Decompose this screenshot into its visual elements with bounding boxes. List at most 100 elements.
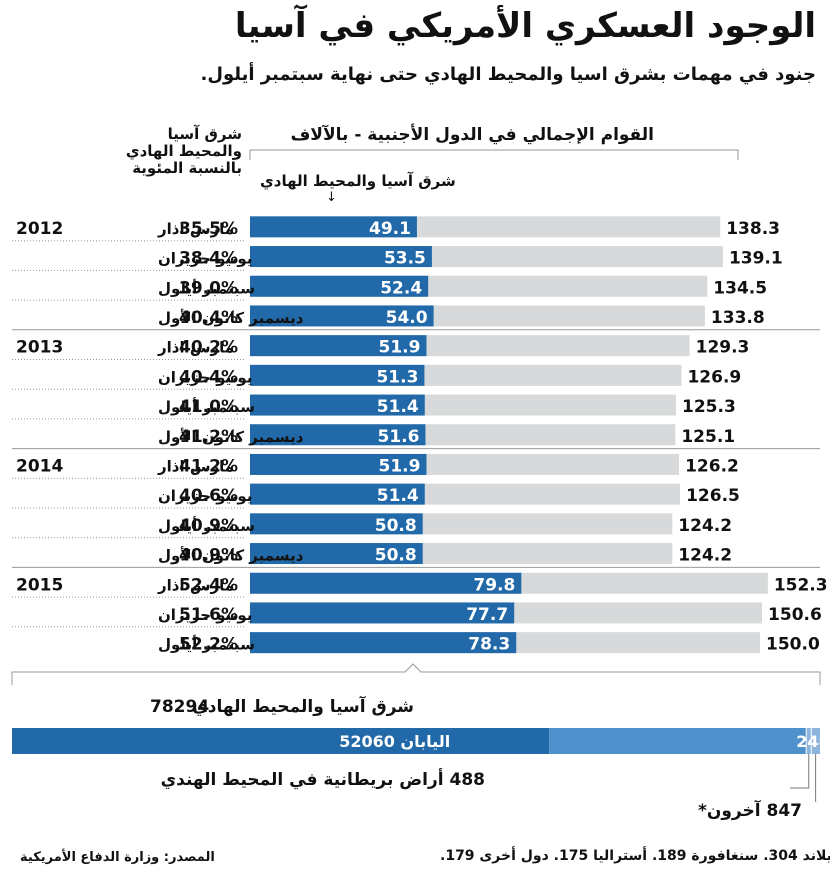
- total-value-label: 125.3: [682, 397, 736, 417]
- bottom-brace: [11, 663, 821, 685]
- month-label: مارس اذار: [157, 576, 234, 594]
- year-label: 2012: [16, 219, 63, 239]
- asia-value-label: 51.3: [376, 367, 418, 387]
- month-label: مارس اذار: [157, 339, 234, 357]
- asia-value-label: 51.4: [377, 486, 419, 506]
- british-name: أراض بريطانية في المحيط الهندي: [160, 770, 444, 790]
- asia-bar: [250, 335, 427, 357]
- breakdown-segment: [806, 728, 812, 754]
- asia-bar: [250, 632, 517, 654]
- total-value-label: 150.6: [768, 605, 822, 625]
- asia-bar: [250, 424, 426, 446]
- pct-label: 52.4%: [179, 575, 238, 595]
- total-value-label: 152.3: [774, 575, 828, 595]
- others-value: 847: [766, 801, 803, 821]
- pct-header-line: شرق آسيا: [167, 125, 242, 143]
- asia-value-label: 49.1: [369, 219, 411, 239]
- month-label: ديسمبر كانون الأول: [158, 428, 304, 446]
- breakdown-stacked-bar: اليابان 52060 كوريا الجنوبية 24899: [12, 728, 830, 802]
- total-value-label: 125.1: [681, 427, 735, 447]
- pct-label: 51.6%: [179, 605, 238, 625]
- pct-label: 35.5%: [179, 219, 238, 239]
- down-arrow-icon: ↓: [326, 190, 337, 205]
- month-label: يونيو حزيران: [158, 250, 252, 268]
- asia-bar: [250, 543, 423, 565]
- total-value-label: 134.5: [713, 278, 767, 298]
- breakdown-segment: [811, 728, 820, 754]
- total-value-label: 138.3: [726, 219, 780, 239]
- month-label: يونيو حزيران: [158, 487, 252, 505]
- breakdown-segment: [12, 728, 550, 754]
- total-header: القوام الإجمالي في الدول الأجنبية - بالآ…: [290, 125, 654, 145]
- asia-bar: [250, 275, 429, 297]
- asia-bar: [250, 572, 522, 594]
- asia-value-label: 51.4: [377, 397, 419, 417]
- header-bracket: [249, 149, 739, 160]
- asia-value-label: 53.5: [384, 249, 426, 269]
- pct-label: 40.9%: [179, 516, 238, 536]
- pct-header-line: بالنسبة المئوية: [132, 159, 242, 177]
- pct-label: 40.4%: [179, 367, 238, 387]
- year-label: 2015: [16, 575, 63, 595]
- asia-bar: [250, 246, 432, 268]
- year-label: 2013: [16, 338, 63, 358]
- pct-label: 40.4%: [179, 308, 238, 328]
- pct-label: 52.2%: [179, 635, 238, 655]
- month-label: سبتمبر أيلول: [158, 516, 255, 535]
- footnote: *تايلاند 304. سنغافورة 189. أستراليا 175…: [440, 848, 830, 864]
- month-label: سبتمبر أيلول: [158, 397, 255, 416]
- total-value-label: 126.9: [687, 367, 741, 387]
- pct-label: 40.9%: [179, 546, 238, 566]
- chart-title: الوجود العسكري الأمريكي في آسيا: [234, 6, 816, 46]
- asia-value-label: 54.0: [386, 308, 428, 328]
- pct-label: 41.2%: [179, 427, 238, 447]
- pct-label: 39.0%: [179, 278, 238, 298]
- total-value-label: 129.3: [696, 338, 750, 358]
- pct-label: 40.6%: [179, 486, 238, 506]
- asia-value-label: 78.3: [468, 635, 510, 655]
- pct-header: شرق آسيا والمحيط الهادي بالنسبة المئوية: [110, 126, 242, 177]
- total-value-label: 139.1: [729, 249, 783, 269]
- asia-value-label: 51.6: [377, 427, 419, 447]
- month-label: يونيو حزيران: [158, 368, 252, 386]
- asia-value-label: 50.8: [375, 546, 417, 566]
- asia-bar: [250, 364, 425, 386]
- breakdown-segment: [549, 728, 807, 754]
- breakdown-title: شرق آسيا والمحيط الهادي: [192, 697, 414, 717]
- asia-value-label: 52.4: [380, 278, 422, 298]
- pct-label: 38.4%: [179, 249, 238, 269]
- british-leader-line: [790, 754, 810, 789]
- total-value-label: 126.2: [685, 456, 739, 476]
- month-label: سبتمبر أيلول: [158, 278, 255, 297]
- month-label: سبتمبر أيلول: [158, 635, 255, 654]
- breakdown-total: 78294: [150, 697, 210, 717]
- asia-bar: [250, 394, 425, 416]
- others-label: آخرون* 847: [698, 801, 802, 821]
- total-value-label: 124.2: [678, 546, 732, 566]
- total-value-label: 126.5: [686, 486, 740, 506]
- total-value-label: 133.8: [711, 308, 765, 328]
- month-label: مارس اذار: [157, 220, 234, 238]
- british-value: 488: [449, 770, 486, 790]
- asia-bar: [250, 453, 427, 475]
- pct-label: 41.0%: [179, 397, 238, 417]
- month-label: ديسمبر كانون الأول: [158, 309, 304, 327]
- pct-label: 41.2%: [179, 456, 238, 476]
- asia-value-label: 79.8: [473, 575, 515, 595]
- month-label: ديسمبر كانون الأول: [158, 547, 304, 565]
- year-label: 2014: [16, 456, 63, 476]
- korea-label: كوريا الجنوبية 24899: [796, 732, 830, 751]
- asia-bar: [250, 483, 425, 505]
- asia-value-label: 50.8: [375, 516, 417, 536]
- pct-header-line: والمحيط الهادي: [125, 142, 242, 160]
- pct-label: 40.2%: [179, 338, 238, 358]
- source: المصدر: وزارة الدفاع الأمريكية: [20, 850, 215, 865]
- asia-value-label: 77.7: [466, 605, 508, 625]
- japan-label: اليابان 52060: [339, 732, 450, 751]
- asia-bar: [250, 305, 434, 327]
- asia-bar: [250, 216, 417, 238]
- total-value-label: 124.2: [678, 516, 732, 536]
- month-label: يونيو حزيران: [158, 606, 252, 624]
- asia-bar: [250, 513, 423, 535]
